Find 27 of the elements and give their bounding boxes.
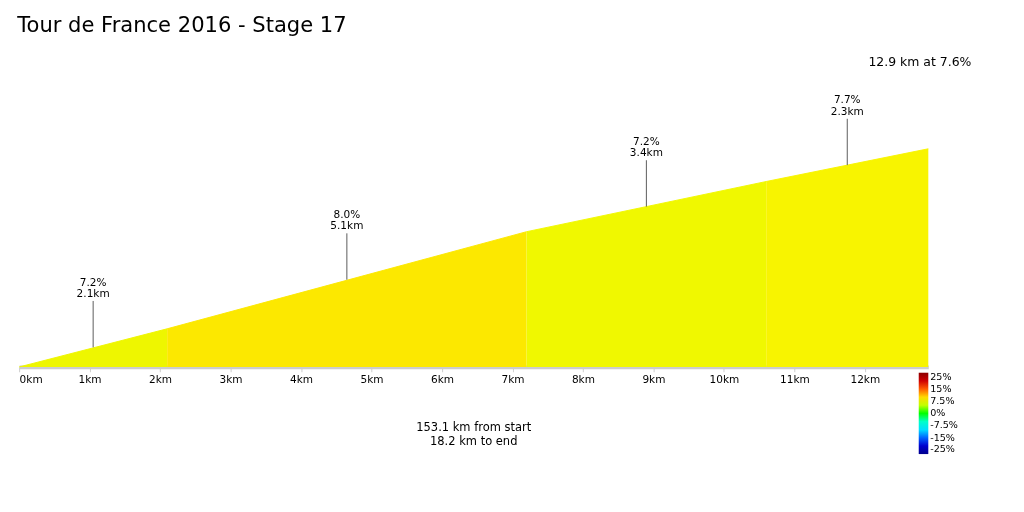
color-bar-label: 15%	[930, 382, 952, 394]
chart-title: Tour de France 2016 - Stage 17	[16, 12, 347, 38]
color-bar-label: -7.5%	[930, 419, 958, 431]
x-tick-label: 5km	[360, 372, 384, 385]
annotation: 7.7% 2.3km	[830, 93, 864, 117]
x-tick-label: 0km	[19, 372, 43, 385]
x-tick-label: 4km	[290, 372, 314, 385]
annotation: 7.2% 3.4km	[629, 134, 663, 159]
x-tick-label: 7km	[501, 372, 525, 385]
x-tick-label: 11km	[780, 372, 810, 385]
x-tick-label: 8km	[571, 372, 595, 385]
text: 12.9 km at 7.6%	[868, 53, 972, 69]
x-tick-label: 3km	[219, 372, 243, 385]
color-bar-label: -15%	[930, 431, 955, 443]
color-bar-label: 7.5%	[930, 395, 955, 407]
color-bar-label: -25%	[930, 443, 955, 455]
x-tick-label: 12km	[850, 372, 881, 385]
x-tick-label: 6km	[430, 372, 454, 385]
x-tick-label: 10km	[709, 372, 740, 385]
annotation: 7.2% 2.1km	[76, 275, 110, 300]
annotation: 8.0% 5.1km	[330, 208, 364, 232]
text: 153.1 km from start 18.2 km to end	[416, 420, 532, 449]
x-tick-label: 1km	[78, 372, 102, 385]
color-bar-label: 0%	[930, 407, 946, 419]
color-bar-label: 25%	[930, 371, 952, 383]
x-tick-label: 2km	[149, 372, 173, 385]
x-tick-label: 9km	[642, 372, 666, 385]
